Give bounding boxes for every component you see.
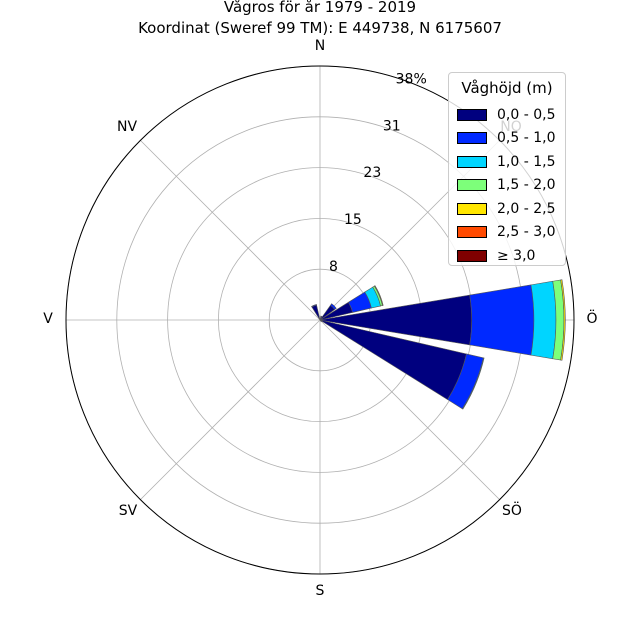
grid-spoke (140, 319, 321, 500)
bar-layer (311, 279, 566, 410)
legend-label: 1,5 - 2,0 (497, 177, 556, 194)
rose-bar-nnv-s0 (311, 304, 321, 321)
legend-label: 0,0 - 0,5 (497, 106, 556, 123)
rose-bar-ö-s4 (560, 279, 566, 361)
chart-subtitle: Koordinat (Sweref 99 TM): E 449738, N 61… (138, 19, 502, 37)
legend-swatch (457, 179, 487, 192)
legend-item: 2,0 - 2,5 (457, 197, 557, 221)
legend: Våghöjd (m) 0,0 - 0,5 0,5 - 1,0 1,0 - 1,… (448, 72, 566, 266)
radial-tick-label: 8 (329, 259, 338, 275)
compass-label-v: V (43, 311, 53, 327)
legend-label: 0,5 - 1,0 (497, 130, 556, 147)
compass-label-s: S (316, 583, 325, 599)
rose-bar-sö-s0 (319, 319, 323, 323)
rose-bar-no-s1 (330, 303, 337, 310)
legend-swatch (457, 155, 487, 168)
rose-bar-ö-s1 (469, 284, 535, 356)
polar-frame (65, 65, 575, 575)
legend-label: 1,0 - 1,5 (497, 153, 556, 170)
legend-item: 0,5 - 1,0 (457, 127, 557, 151)
radial-tick-label: 38% (396, 71, 427, 87)
legend-label: 2,5 - 3,0 (497, 224, 556, 241)
rose-bar-ono-s4 (374, 285, 384, 306)
compass-label-o: Ö (586, 309, 597, 327)
rose-bar-nnv-s1 (311, 304, 317, 308)
radial-tick-label: 15 (344, 212, 362, 228)
legend-item: 1,0 - 1,5 (457, 150, 557, 174)
legend-label: ≥ 3,0 (497, 247, 536, 264)
legend-swatch (457, 132, 487, 145)
compass-label-sv: SV (119, 503, 138, 519)
legend-swatch (457, 202, 487, 215)
rose-bar-oso-s2 (461, 357, 485, 410)
compass-label-so: SÖ (502, 501, 522, 519)
legend-swatch (457, 226, 487, 239)
radial-tick-label: 23 (363, 165, 381, 181)
legend-item: ≥ 3,0 (457, 244, 557, 268)
legend-item: 2,5 - 3,0 (457, 221, 557, 245)
legend-swatch (457, 249, 487, 262)
radial-tick-label: 31 (383, 118, 401, 134)
legend-item: 0,0 - 0,5 (457, 103, 557, 127)
rose-bar-ö-s2 (530, 280, 557, 360)
grid-spoke (140, 140, 321, 321)
legend-label: 2,0 - 2,5 (497, 200, 556, 217)
legend-title: Våghöjd (m) (461, 79, 553, 97)
chart-title: Vågros för år 1979 - 2019 (224, 0, 416, 16)
compass-label-n: N (315, 38, 325, 54)
legend-item: 1,5 - 2,0 (457, 174, 557, 198)
grid-spoke (319, 319, 500, 500)
compass-label-nv: NV (117, 119, 137, 135)
legend-swatch (457, 108, 487, 121)
